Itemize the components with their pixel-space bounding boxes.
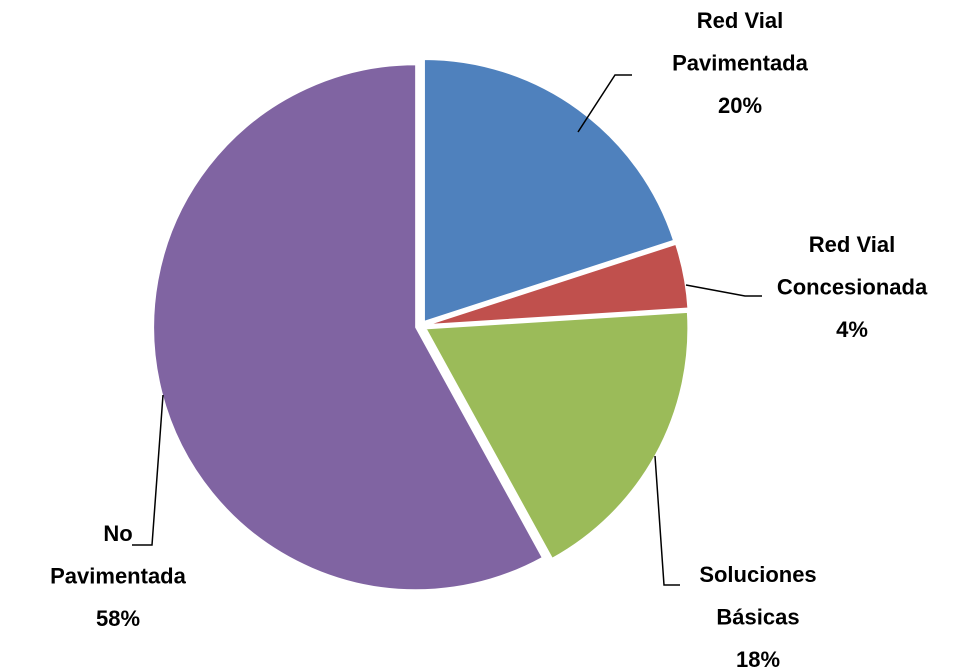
- slice-label: No Pavimentada 58%: [50, 521, 186, 631]
- leader-line: [577, 74, 632, 133]
- value-label: 58%: [96, 606, 140, 631]
- pie-slice: [152, 63, 545, 592]
- category-line: Red Vial: [697, 8, 783, 33]
- leader-line: [132, 394, 164, 546]
- slice-label: Soluciones Básicas 18%: [699, 562, 816, 669]
- category-line: Pavimentada: [672, 50, 808, 75]
- value-label: 18%: [736, 647, 780, 669]
- category-line: Básicas: [716, 604, 799, 629]
- category-line: Soluciones: [699, 562, 816, 587]
- category-line: No: [103, 521, 132, 546]
- leader-line: [654, 455, 680, 586]
- pie-slice: [425, 242, 690, 327]
- category-line: Concesionada: [777, 274, 928, 299]
- category-line: Red Vial: [809, 232, 895, 257]
- category-line: Pavimentada: [50, 563, 186, 588]
- slice-label: Red Vial Pavimentada 20%: [672, 8, 808, 118]
- value-label: 20%: [718, 93, 762, 118]
- value-label: 4%: [836, 317, 868, 342]
- slice-label: Red Vial Concesionada 4%: [777, 232, 928, 342]
- pie-slice: [422, 57, 676, 324]
- pie-slice: [423, 310, 690, 561]
- leader-line: [685, 284, 762, 297]
